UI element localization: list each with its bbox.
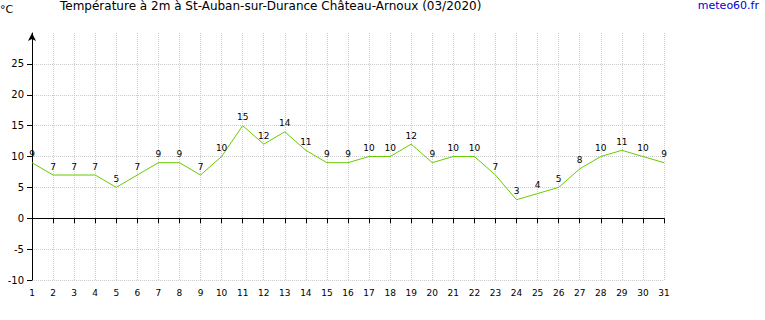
svg-text:15: 15 (237, 112, 248, 122)
svg-text:10: 10 (363, 143, 375, 153)
svg-text:10: 10 (216, 143, 228, 153)
svg-text:10: 10 (595, 143, 607, 153)
svg-text:6: 6 (134, 288, 140, 298)
svg-text:meteo60.fr: meteo60.fr (698, 0, 760, 12)
svg-text:7: 7 (50, 162, 56, 172)
svg-text:30: 30 (637, 288, 649, 298)
svg-text:0: 0 (18, 213, 24, 224)
svg-text:9: 9 (198, 288, 204, 298)
svg-text:4: 4 (92, 288, 98, 298)
svg-text:8: 8 (577, 155, 583, 165)
svg-text:18: 18 (384, 288, 396, 298)
svg-text:7: 7 (156, 288, 162, 298)
svg-text:10: 10 (384, 143, 396, 153)
svg-text:9: 9 (661, 149, 667, 159)
svg-text:3: 3 (514, 186, 520, 196)
svg-text:15: 15 (321, 288, 332, 298)
svg-text:26: 26 (553, 288, 565, 298)
svg-text:11: 11 (300, 137, 311, 147)
svg-text:5: 5 (113, 288, 119, 298)
svg-text:12: 12 (258, 131, 269, 141)
svg-text:27: 27 (574, 288, 585, 298)
svg-text:22: 22 (469, 288, 480, 298)
svg-text:20: 20 (427, 288, 439, 298)
svg-text:19: 19 (405, 288, 417, 298)
svg-text:9: 9 (177, 149, 183, 159)
svg-text:31: 31 (658, 288, 669, 298)
svg-text:15: 15 (11, 120, 24, 131)
svg-text:12: 12 (258, 288, 269, 298)
svg-text:7: 7 (92, 162, 98, 172)
svg-text:9: 9 (156, 149, 162, 159)
svg-text:11: 11 (616, 137, 627, 147)
svg-text:25: 25 (532, 288, 543, 298)
svg-text:5: 5 (556, 174, 562, 184)
svg-text:-10: -10 (8, 275, 24, 286)
svg-text:7: 7 (493, 162, 499, 172)
svg-text:12: 12 (405, 131, 416, 141)
svg-text:8: 8 (177, 288, 183, 298)
svg-text:1: 1 (29, 288, 35, 298)
svg-text:5: 5 (113, 174, 119, 184)
svg-text:21: 21 (448, 288, 459, 298)
svg-text:Température à 2m à St-Auban-su: Température à 2m à St-Auban-sur-Durance … (59, 0, 481, 13)
svg-text:9: 9 (345, 149, 351, 159)
svg-text:29: 29 (616, 288, 628, 298)
svg-text:°C: °C (0, 3, 14, 16)
svg-text:28: 28 (595, 288, 607, 298)
svg-text:14: 14 (300, 288, 312, 298)
svg-text:25: 25 (11, 58, 24, 69)
svg-text:11: 11 (237, 288, 248, 298)
svg-text:10: 10 (469, 143, 481, 153)
svg-text:10: 10 (11, 151, 24, 162)
svg-text:23: 23 (490, 288, 501, 298)
svg-text:13: 13 (279, 288, 290, 298)
svg-text:9: 9 (29, 149, 35, 159)
svg-text:4: 4 (535, 180, 541, 190)
svg-text:16: 16 (342, 288, 354, 298)
svg-text:7: 7 (198, 162, 204, 172)
svg-text:7: 7 (134, 162, 140, 172)
svg-text:10: 10 (637, 143, 649, 153)
svg-text:20: 20 (11, 89, 24, 100)
svg-text:5: 5 (18, 182, 24, 193)
svg-text:9: 9 (429, 149, 435, 159)
svg-text:10: 10 (448, 143, 460, 153)
svg-text:10: 10 (216, 288, 228, 298)
svg-text:3: 3 (71, 288, 77, 298)
svg-text:7: 7 (71, 162, 77, 172)
svg-text:2: 2 (50, 288, 56, 298)
svg-text:24: 24 (511, 288, 523, 298)
svg-text:14: 14 (279, 118, 291, 128)
svg-text:17: 17 (363, 288, 374, 298)
svg-text:9: 9 (324, 149, 330, 159)
svg-text:-5: -5 (14, 244, 24, 255)
